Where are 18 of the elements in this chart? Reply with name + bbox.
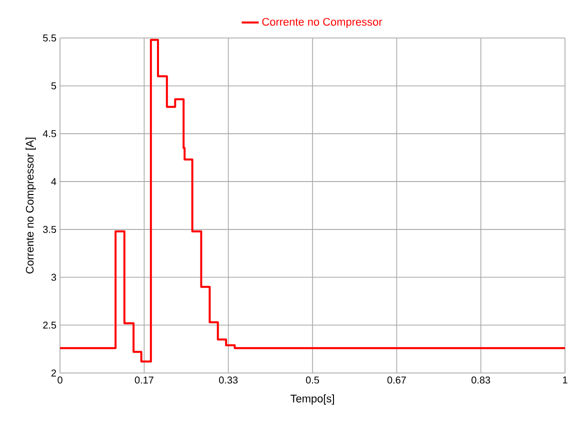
y-tick-label: 3 — [51, 274, 56, 281]
y-tick-label: 4.5 — [42, 130, 56, 138]
y-tick-label: 5.5 — [43, 34, 56, 42]
x-tick-label: 0.33 — [219, 376, 238, 384]
y-tick-label: 3.5 — [43, 226, 56, 233]
y-axis-title: Corrente no Compressor [A] — [26, 138, 36, 274]
x-axis-title: Tempo[s] — [290, 394, 334, 405]
x-tick-label: 0.17 — [134, 376, 154, 384]
x-tick-label: 0 — [58, 376, 62, 384]
y-tick-label: 4 — [51, 178, 56, 185]
x-tick-label: 0.83 — [472, 376, 490, 384]
x-tick-label: 0.67 — [387, 376, 406, 384]
y-tick-label: 5 — [51, 82, 56, 90]
x-tick-label: 1 — [563, 376, 568, 384]
y-tick-label: 2.5 — [43, 322, 56, 329]
legend-label: Corrente no Compressor — [262, 18, 382, 28]
y-tick-label: 2 — [51, 370, 56, 376]
x-tick-label: 0.5 — [306, 376, 320, 384]
